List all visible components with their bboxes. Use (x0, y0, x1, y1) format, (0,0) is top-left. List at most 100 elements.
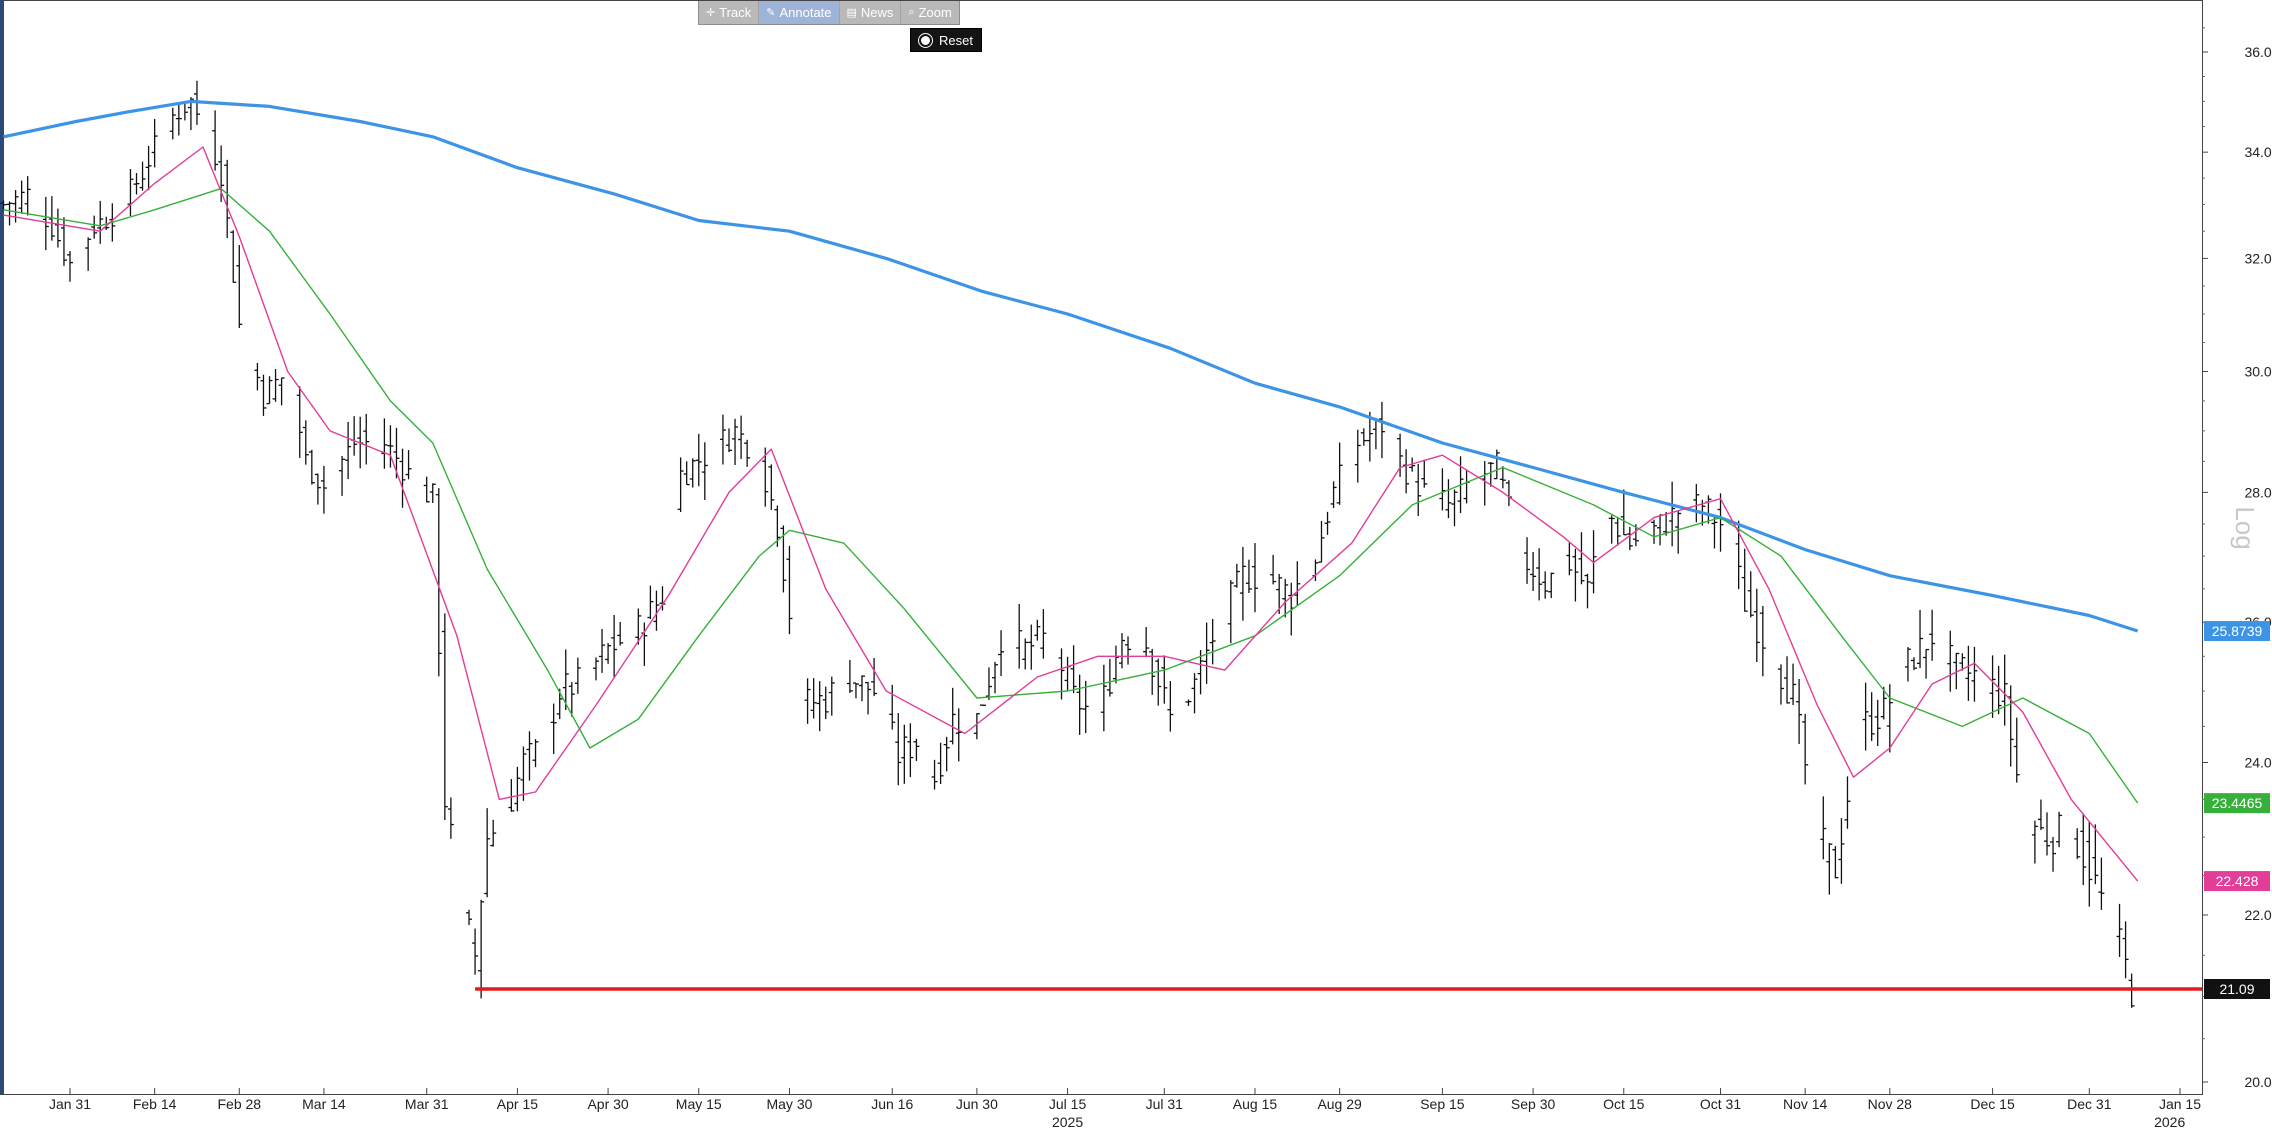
ohlc-bar (1947, 630, 1954, 692)
x-tick-label: Aug 29 (1317, 1096, 1362, 1112)
tool-label: Annotate (779, 4, 832, 20)
x-tick-label: Apr 30 (587, 1096, 628, 1112)
x-tick-label: Jun 16 (871, 1096, 913, 1112)
y-tick-label: 32.00 (2244, 250, 2272, 266)
ohlc-bar (1451, 489, 1458, 527)
reset-button[interactable]: Reset (910, 28, 982, 52)
ohlc-bar (266, 376, 273, 405)
left-edge-strip (0, 0, 4, 1094)
ohlc-bar (2031, 820, 2038, 864)
price-tag: 23.4465 (2204, 793, 2270, 814)
ohlc-bar (568, 682, 575, 717)
ohlc-bar (1143, 627, 1150, 658)
ohlc-bar (562, 649, 569, 711)
ohlc-bar (1832, 846, 1839, 879)
ohlc-bar (592, 657, 599, 681)
tool-news[interactable]: ▤ News (840, 0, 902, 24)
ohlc-bar (550, 703, 557, 755)
ohlc-bar (1614, 517, 1621, 546)
ohlc-bar (2080, 813, 2087, 886)
reset-icon (919, 33, 932, 47)
ohlc-bar (816, 681, 823, 732)
ohlc-bar (1415, 463, 1422, 516)
ohlc-bar (822, 686, 829, 720)
ohlc-bar (1493, 449, 1500, 480)
ohlc-bar (1082, 680, 1089, 734)
ohlc-bar (1076, 674, 1083, 735)
ohlc-bar (212, 110, 219, 171)
ohlc-bar (236, 245, 243, 329)
x-tick-label: Sep 15 (1420, 1096, 1465, 1112)
ohlc-bar (1378, 401, 1385, 459)
ohlc-bar (42, 196, 49, 251)
ohlc-bar (846, 659, 853, 693)
x-tick-label: Feb 28 (217, 1096, 261, 1112)
ohlc-bar (1499, 466, 1506, 489)
ohlc-bar (2056, 811, 2063, 848)
tool-label: Track (719, 4, 752, 20)
ohlc-bar (1548, 572, 1555, 599)
plot-frame (0, 0, 2203, 1095)
ohlc-bar (1917, 609, 1924, 669)
ohlc-bar (1064, 656, 1071, 691)
magnifier-icon: ⌕ (908, 5, 915, 18)
moving-average-lines (3, 99, 2202, 991)
ohlc-bar (1270, 554, 1277, 585)
ohlc-bar (1112, 645, 1119, 684)
ohlc-bar (653, 590, 660, 631)
ohlc-bar (1995, 665, 2002, 715)
ohlc-bar (1197, 650, 1204, 695)
ohlc-bar (151, 118, 158, 168)
ohlc-bar (18, 180, 25, 214)
ohlc-bar (1566, 542, 1573, 576)
crosshair-icon: ✛ (706, 6, 716, 19)
ohlc-bar (744, 439, 751, 467)
x-tick-label: Dec 15 (1970, 1096, 2015, 1112)
ohlc-bar (67, 251, 73, 282)
x-tick-label: Nov 28 (1868, 1096, 1913, 1112)
ohlc-bar (1445, 479, 1452, 519)
plot-border (0, 0, 2203, 1095)
ohlc-bar (1070, 645, 1077, 694)
ohlc-bar (732, 418, 739, 465)
ohlc-bar (617, 621, 624, 646)
ohlc-bar (907, 723, 914, 777)
ohlc-bar (1366, 411, 1373, 462)
ohlc-bar (1868, 692, 1875, 741)
tool-annotate[interactable]: ✎ Annotate (759, 0, 840, 24)
ohlc-bar (1626, 526, 1633, 551)
ohlc-bar (351, 416, 358, 456)
ohlc-bar (1028, 624, 1035, 670)
ohlc-bar (1572, 548, 1579, 602)
ohlc-bar (828, 676, 835, 716)
ohlc-bar (985, 667, 992, 700)
tool-zoom[interactable]: ⌕ Zoom (901, 0, 958, 24)
price-tag-label: 23.4465 (2212, 795, 2263, 811)
ohlc-bar (1524, 537, 1531, 584)
tool-track[interactable]: ✛ Track (699, 0, 760, 24)
ohlc-bar (1233, 563, 1240, 588)
ohlc-bar (1784, 656, 1791, 704)
ohlc-bar (472, 928, 479, 975)
ohlc-bar (1487, 462, 1494, 487)
ohlc-bar (852, 682, 859, 699)
ohlc-bar (1790, 663, 1797, 706)
y-tick-label: 34.00 (2244, 144, 2272, 160)
ohlc-bar (1693, 484, 1700, 523)
ohlc-bar (1161, 655, 1168, 704)
ohlc-bar (574, 657, 581, 694)
ohlc-bar (6, 201, 13, 226)
y-tick-label: 36.00 (2244, 44, 2272, 60)
ohlc-bar (1282, 578, 1289, 618)
ohlc-bar (1167, 680, 1174, 732)
reset-label: Reset (939, 32, 973, 48)
ohlc-bar (1862, 682, 1869, 751)
x-tick-label: Mar 31 (405, 1096, 449, 1112)
ohlc-bar (1620, 489, 1627, 536)
ohlc-bar (1106, 658, 1113, 697)
ohlc-bar (859, 675, 866, 702)
ohlc-bar (1185, 699, 1192, 706)
ohlc-bar (979, 704, 986, 706)
ohlc-bar (1324, 511, 1331, 535)
